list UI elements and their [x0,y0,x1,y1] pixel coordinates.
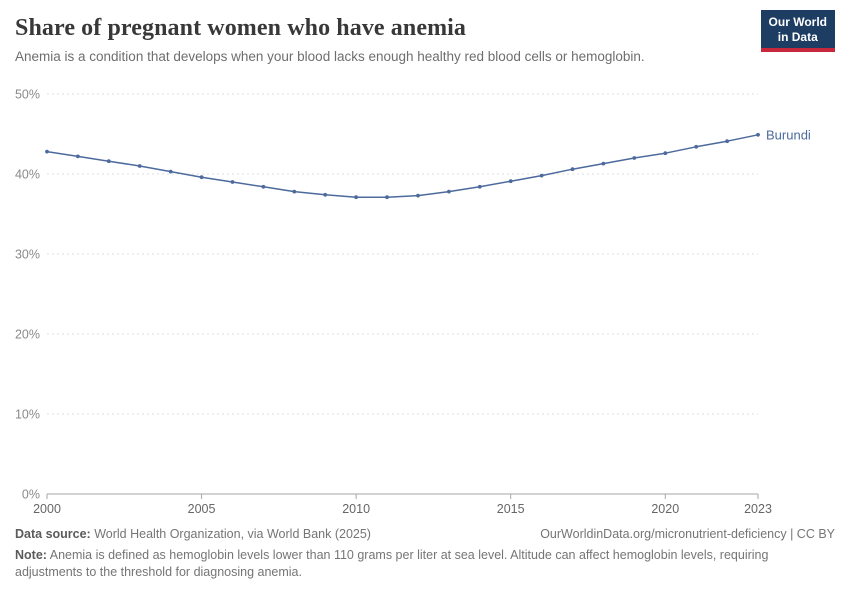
data-point [508,179,513,184]
x-tick-label: 2015 [497,502,525,516]
data-source-label: Data source: [15,527,91,541]
data-source-text: World Health Organization, via World Ban… [94,527,371,541]
line-chart-svg: 0% 10% 20% 30% 40% 50% 2000 2005 2010 2015 2020 202… [15,88,811,517]
owid-logo-line1: Our World [768,15,827,29]
data-point [323,192,328,197]
x-tick-label: 2005 [188,502,216,516]
y-tick-label: 10% [15,408,40,422]
data-point [694,144,699,149]
trend-line [46,134,759,198]
data-point [632,156,637,160]
owid-logo[interactable]: Our World in Data [760,10,835,53]
x-tick-label: 2010 [342,502,370,516]
y-tick-label: 30% [15,248,40,262]
data-point [76,154,80,159]
data-point [385,195,389,200]
y-tick-label: 20% [15,328,40,342]
x-tick-label: 2000 [33,502,61,516]
chart-canvas[interactable]: 0% 10% 20% 30% 40% 50% 2000 2005 2010 2015 2020 202… [0,80,850,530]
data-point [168,169,173,174]
data-point [230,180,235,184]
data-point [539,173,544,178]
y-tick-label: 40% [15,168,40,182]
data-point [601,161,606,166]
license-link[interactable]: OurWorldinData.org/micronutrient-deficie… [540,527,835,541]
page-title: Share of pregnant women who have anemia [15,15,467,41]
data-point [756,132,760,137]
page-subtitle: Anemia is a condition that develops when… [15,49,645,64]
data-point [725,139,729,144]
series-label-burundi[interactable]: Burundi [766,127,811,142]
y-tick-label: 0% [22,488,40,502]
chart-note: Note: Anemia is defined as hemoglobin le… [15,547,835,581]
data-point [447,189,451,194]
x-tick-label: 2023 [744,502,772,516]
data-point [137,164,142,168]
data-point [354,195,358,200]
data-point [477,184,482,189]
owid-logo-line2: in Data [777,29,818,44]
data-point [45,149,49,154]
data-point [261,184,266,189]
y-tick-label: 50% [15,88,40,102]
data-source: Data source: World Health Organization, … [15,527,371,541]
note-label: Note: [15,548,47,562]
data-point [199,175,204,180]
data-point [106,159,111,164]
x-tick-label: 2020 [651,502,679,516]
data-point [663,151,668,156]
note-text: Anemia is defined as hemoglobin levels l… [15,548,769,579]
chart-footer: Data source: World Health Organization, … [0,527,850,581]
chart-header: Share of pregnant women who have anemia … [0,0,850,80]
data-point [416,193,420,198]
data-point [570,167,575,172]
data-point [292,189,297,194]
